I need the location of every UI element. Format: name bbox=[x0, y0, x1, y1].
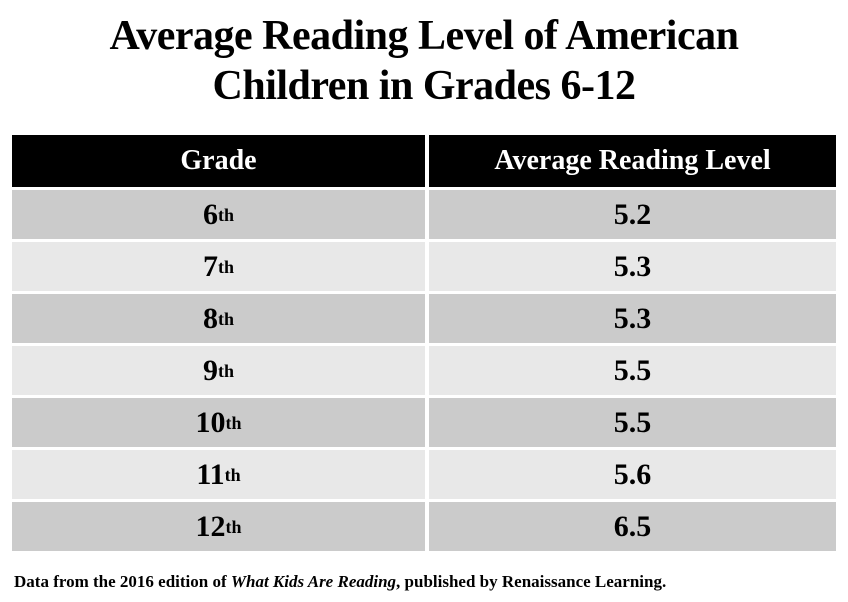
value-cell: 6.5 bbox=[429, 502, 836, 552]
value-cell: 5.5 bbox=[429, 398, 836, 448]
source-note-prefix: Data from the 2016 edition of bbox=[14, 572, 231, 592]
header-cell-reading-level: Average Reading Level bbox=[429, 135, 836, 188]
value-cell: 5.5 bbox=[429, 346, 836, 396]
page-title: Average Reading Level of American Childre… bbox=[0, 12, 848, 111]
grade-number: 6 bbox=[202, 197, 218, 231]
grade-number: 12 bbox=[195, 509, 226, 543]
grade-number: 11 bbox=[196, 457, 225, 491]
grade-number: 9 bbox=[202, 353, 218, 387]
book-title: What Kids Are Reading bbox=[230, 572, 397, 592]
page-title-line2: Children in Grades 6-12 bbox=[212, 62, 636, 109]
value-cell: 5.3 bbox=[429, 242, 836, 292]
source-note-suffix: , published by Renaissance Learning. bbox=[396, 572, 667, 592]
page-title-line1: Average Reading Level of American bbox=[109, 13, 739, 59]
value-cell: 5.2 bbox=[429, 190, 836, 240]
value-cell: 5.3 bbox=[429, 294, 836, 344]
header-cell-grade: Grade bbox=[12, 135, 425, 188]
grade-number: 8 bbox=[202, 301, 218, 335]
grade-number: 10 bbox=[195, 405, 226, 439]
grade-number: 7 bbox=[202, 249, 218, 283]
value-cell: 5.6 bbox=[429, 450, 836, 500]
source-note: Data from the 2016 edition of What Kids … bbox=[14, 572, 848, 592]
